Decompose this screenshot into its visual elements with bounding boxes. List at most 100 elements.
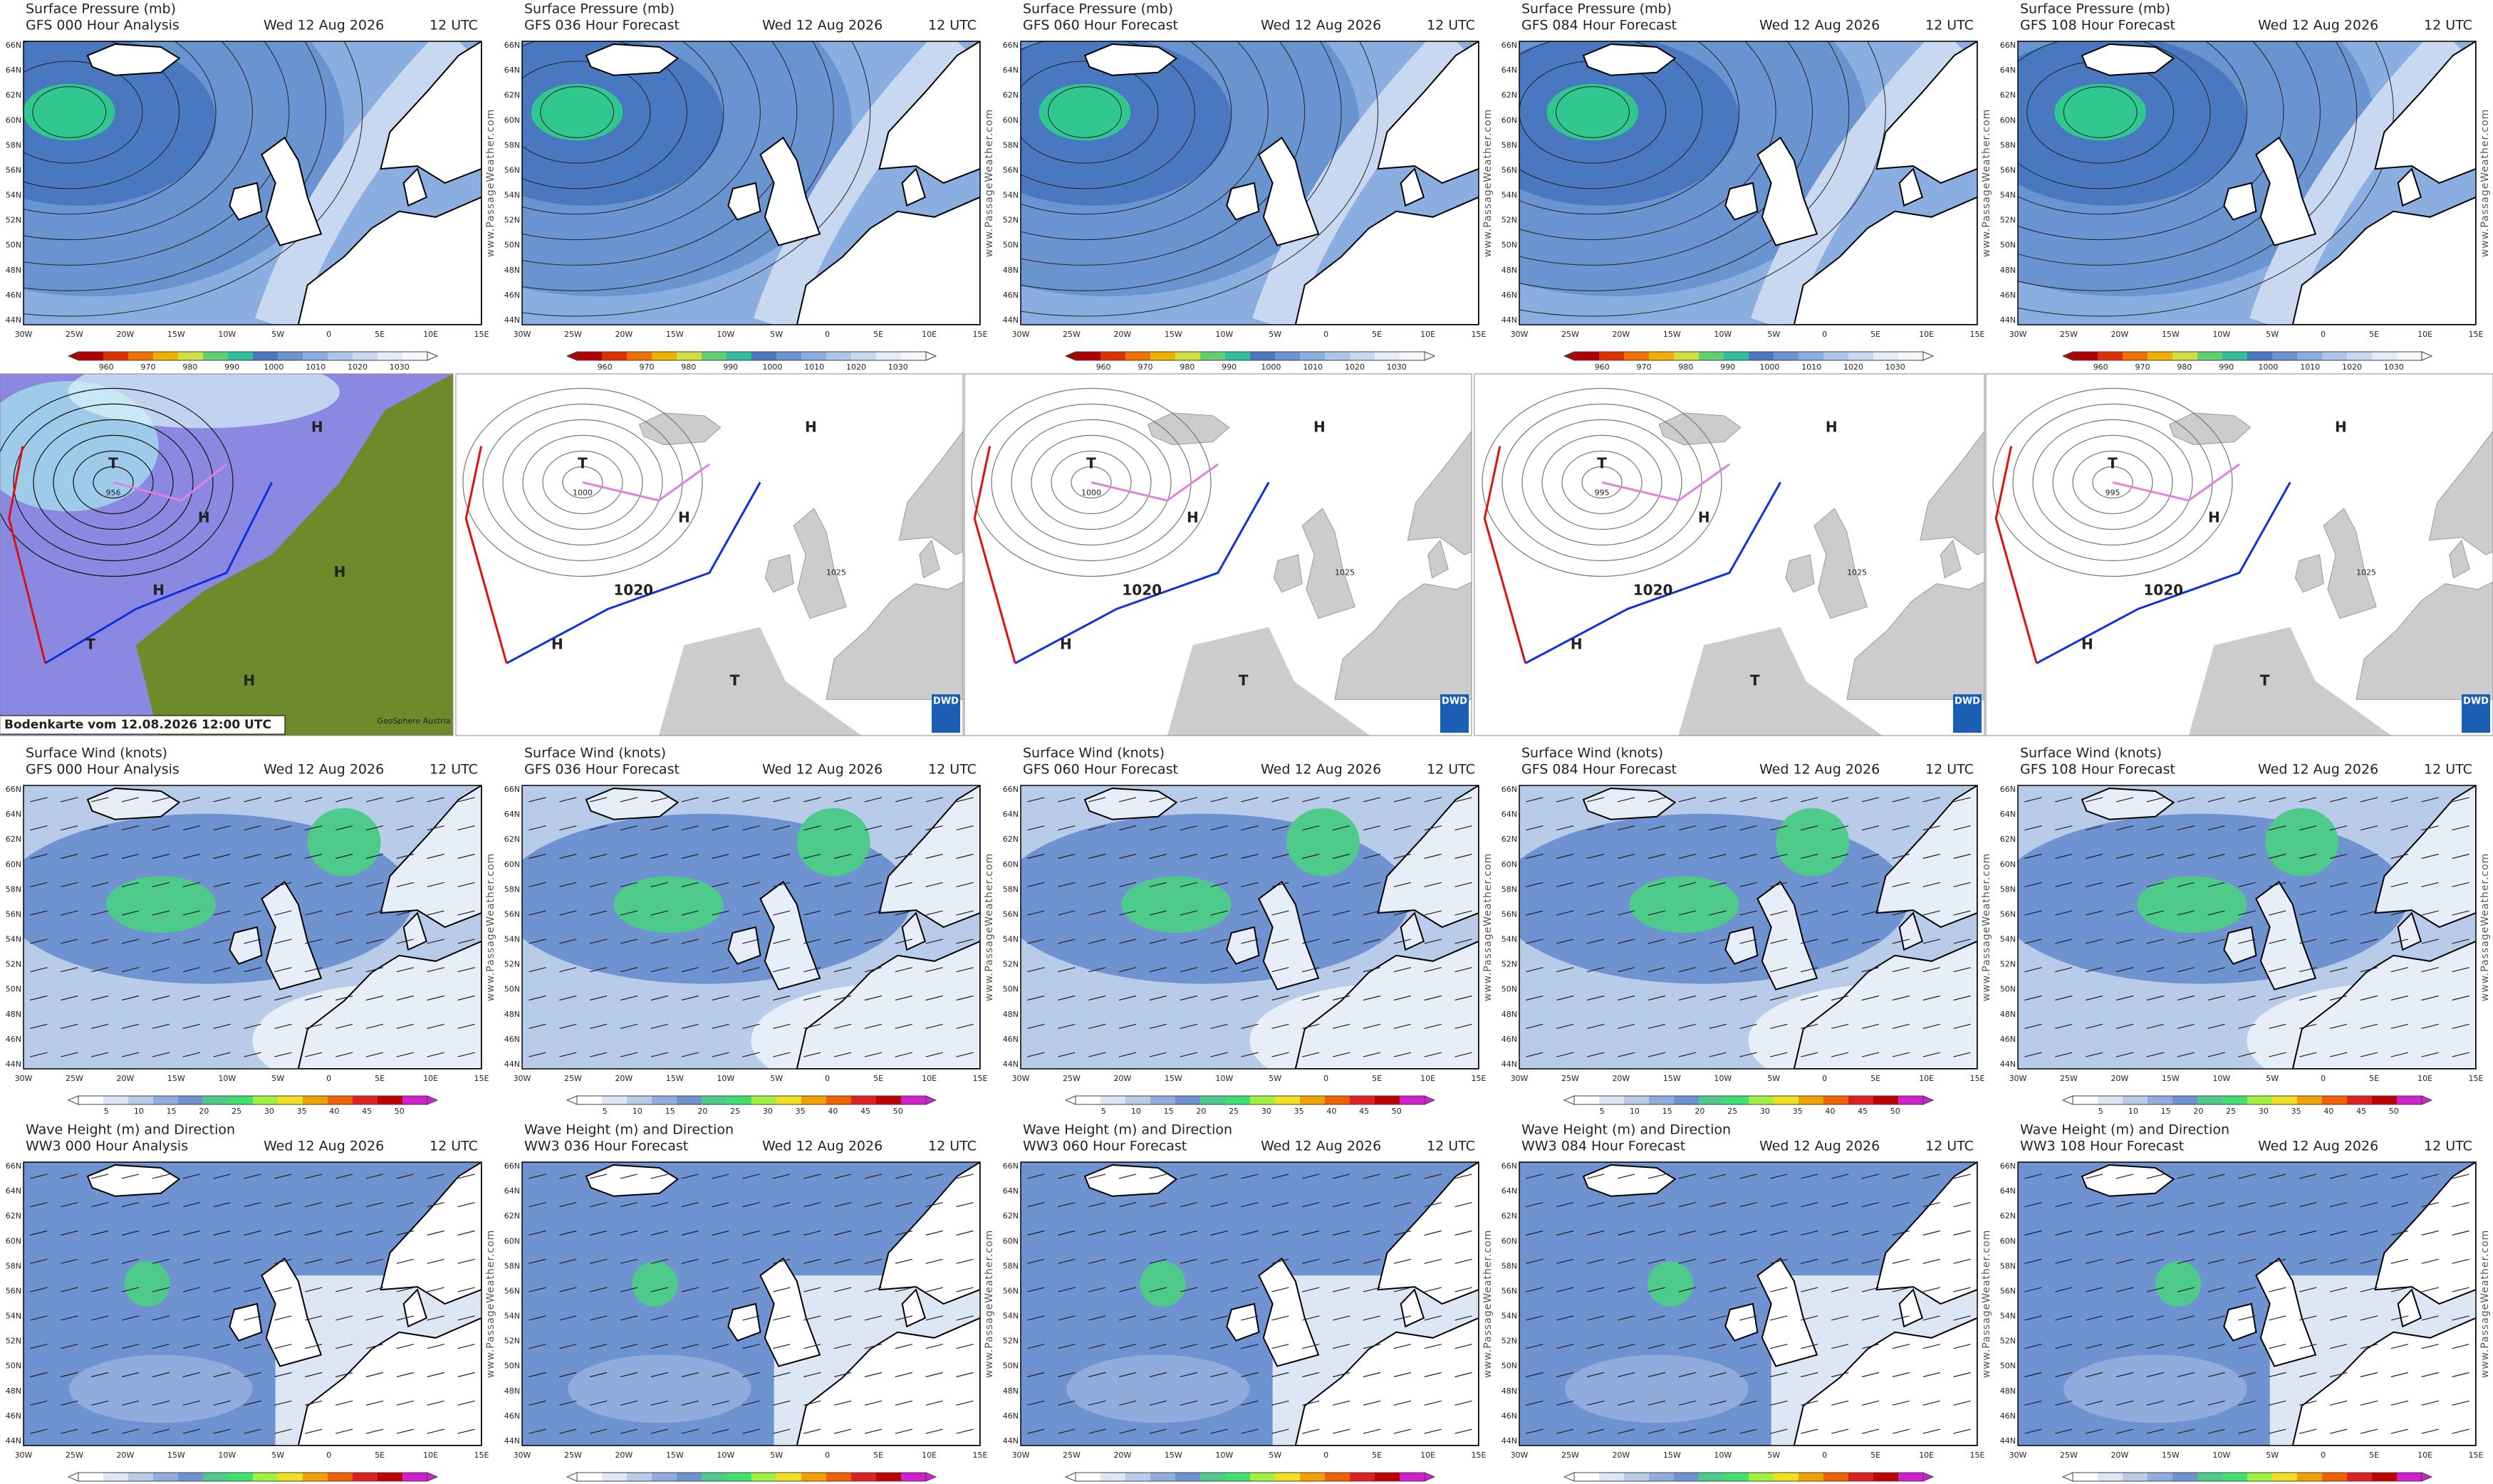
arrow <box>121 1287 140 1292</box>
map <box>522 1162 980 1446</box>
arrow <box>1454 910 1472 916</box>
arrow <box>803 1315 821 1321</box>
arrow <box>2177 1023 2195 1029</box>
colorbar-segment <box>1724 1473 1749 1481</box>
arrow <box>1587 825 1605 831</box>
valid-time: 12 UTC <box>2424 1139 2472 1154</box>
arrow <box>2177 995 2195 1001</box>
colorbar-end <box>67 351 79 361</box>
arrow <box>2177 910 2195 916</box>
arrow <box>61 1202 78 1208</box>
scale-label: 15 <box>1164 1107 1174 1116</box>
arrow <box>2086 995 2103 1001</box>
land <box>764 554 794 593</box>
isobar <box>24 41 363 317</box>
lon-label: 10W <box>1215 330 1233 339</box>
map-frame <box>521 41 981 325</box>
lon-label: 0 <box>1323 1074 1328 1083</box>
caption-box <box>0 715 286 735</box>
lon-label: 10E <box>2417 330 2432 339</box>
lon-label: 15W <box>666 330 684 339</box>
arrow <box>305 1428 323 1434</box>
arrow <box>529 1371 546 1378</box>
map <box>522 785 980 1069</box>
arrow <box>1556 1023 1574 1029</box>
arrow <box>833 967 852 973</box>
arrow <box>590 1230 608 1236</box>
arrow <box>2360 1052 2378 1057</box>
arrow <box>712 1202 729 1208</box>
arrow <box>30 825 48 831</box>
lat-label: 48N <box>504 1386 520 1396</box>
colorbar-end <box>2061 351 2073 361</box>
colorbar-segment <box>1674 352 1700 360</box>
arrow <box>1922 1230 1940 1236</box>
scale-label: 50 <box>2389 1107 2399 1116</box>
arrow <box>1271 882 1289 887</box>
arrow <box>803 1371 821 1378</box>
lon-label: 10E <box>423 330 438 339</box>
arrow <box>833 853 852 859</box>
arrow <box>1801 1400 1818 1406</box>
arrow <box>2269 995 2286 1001</box>
colorbar-segment <box>2247 1473 2273 1481</box>
arrow <box>1739 910 1757 916</box>
colorbar-segment <box>178 1096 204 1104</box>
occlusion <box>582 463 710 502</box>
arrow <box>2177 1371 2195 1378</box>
colorbar-end <box>925 1095 937 1105</box>
arrow <box>2024 1230 2042 1236</box>
scale-label: 1010 <box>306 362 326 372</box>
arrow <box>1118 1371 1137 1378</box>
colorbar-segment <box>378 352 403 360</box>
arrow <box>1271 1371 1289 1378</box>
arrow <box>1302 797 1320 803</box>
lon-label: 15W <box>1663 1074 1681 1083</box>
arrow <box>559 1230 577 1236</box>
arrow <box>590 1052 608 1057</box>
arrow <box>1892 825 1910 831</box>
colorbar-end <box>925 351 937 361</box>
arrow <box>1393 1344 1411 1349</box>
arrow <box>427 1023 444 1029</box>
arrow <box>1861 1315 1880 1321</box>
lat-label: 46N <box>504 1411 520 1421</box>
arrow <box>213 1023 231 1029</box>
map-frame <box>2017 41 2477 325</box>
land <box>2081 43 2175 76</box>
frame <box>964 373 1472 736</box>
arrow <box>182 1023 200 1029</box>
lat-label: 66N <box>1501 41 1517 50</box>
arrow <box>244 853 261 859</box>
arrow <box>396 1400 414 1406</box>
lat-label: 60N <box>504 859 520 869</box>
arrow <box>1210 910 1228 916</box>
arrow <box>2329 1287 2348 1292</box>
arrow <box>1892 1023 1910 1029</box>
arrow <box>182 853 200 859</box>
lat-label: 54N <box>6 935 21 944</box>
arrow <box>1922 1258 1940 1264</box>
arrow <box>650 1230 669 1236</box>
land <box>86 1164 181 1197</box>
lon-label: 15E <box>1970 1451 1985 1460</box>
scale-label: 1000 <box>762 362 782 372</box>
colorbar-segment <box>1898 1473 1924 1481</box>
scale-label: 50 <box>1890 1107 1900 1116</box>
arrow <box>1271 910 1289 916</box>
arrow <box>2177 967 2195 973</box>
lon-label: 5W <box>770 1074 783 1083</box>
arrow <box>925 853 943 859</box>
arrow <box>1953 1174 1971 1179</box>
arrow <box>2329 882 2348 887</box>
arrow <box>1088 939 1106 944</box>
arrow <box>1393 1174 1411 1179</box>
arrow <box>681 1428 699 1434</box>
arrow <box>91 1371 109 1378</box>
arrow <box>1526 939 1544 944</box>
lon-label: 5E <box>375 330 385 339</box>
arrow <box>121 1371 140 1378</box>
arrow <box>274 1371 292 1378</box>
colorbar-segment <box>402 1096 428 1104</box>
lon-label: 10E <box>1919 1074 1934 1083</box>
